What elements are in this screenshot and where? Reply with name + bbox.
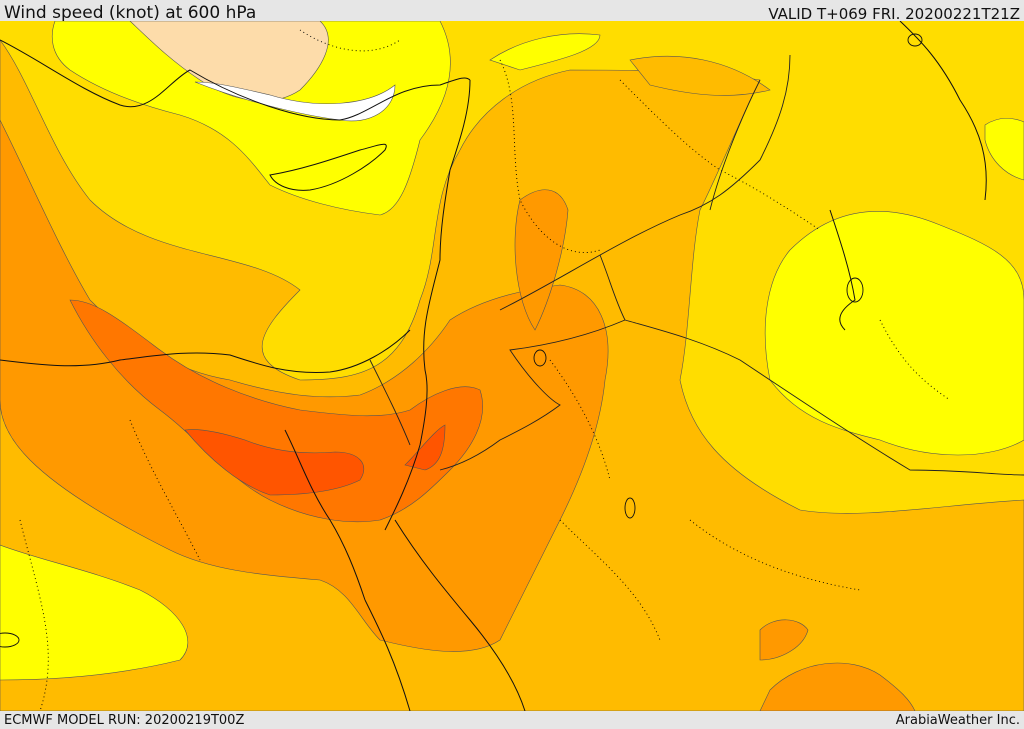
border-dotted-6 [689,519,861,591]
border-dotted-lines [19,29,951,711]
wind-band-orange-se-2 [759,662,916,711]
header-bar: Wind speed (knot) at 600 hPa VALID T+069… [0,0,1024,23]
border-dotted-4 [129,419,201,561]
coastline-red-sea-east [394,519,526,711]
credit-label: ArabiaWeather Inc. [895,713,1020,728]
border-dotted-2 [619,79,821,231]
border-dotted-7 [549,359,611,481]
island-1 [846,277,864,303]
wind-band-yellow-ne [489,33,601,71]
island-4 [907,33,923,47]
coastline-persian-gulf [829,209,856,331]
wind-speed-map [0,21,1024,711]
wind-band-yellow-far-east [984,117,1024,181]
country-borders [369,54,1024,476]
border-dotted-3 [19,519,49,711]
border-egypt-israel [369,359,411,446]
island-5 [0,632,20,648]
island-3 [624,497,636,519]
coastline-egypt-north [0,329,411,374]
model-run-label: ECMWF MODEL RUN: 20200219T00Z [4,713,245,728]
coastline-red-sea-west [364,599,411,711]
border-dotted-8 [879,319,951,401]
islands [0,33,923,648]
wind-band-yellow-sw [0,544,189,681]
wind-band-calm-white [194,81,396,122]
island-2 [533,349,547,367]
wind-band-orange-se-1 [759,619,809,661]
border-dotted-5 [559,519,661,641]
wind-band-red-orange [184,429,365,496]
map-title: Wind speed (knot) at 600 hPa [4,3,257,23]
border-syria-iraq [499,54,791,311]
coastlines [0,21,987,711]
border-jordan-east [439,319,626,471]
valid-time: VALID T+069 FRI. 20200221T21Z [768,5,1020,23]
coastline-gulf-of-suez [284,429,366,601]
coastline-levant [384,79,471,531]
wind-band-orange [0,119,609,652]
coastline-caspian-west [899,21,987,201]
coastline-cyprus [269,143,387,191]
map-area [0,21,1024,711]
wind-band-amber-ne [629,55,771,96]
coastline-turkey-south [0,39,471,121]
footer-bar [0,711,1024,729]
wind-band-yellow-north [51,21,451,216]
wind-band-yellow-east [764,211,1024,456]
border-jordan-saudi [599,254,1024,476]
border-iraq-iran [709,79,761,211]
